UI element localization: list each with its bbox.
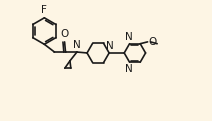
Text: N: N	[125, 32, 132, 42]
Text: N: N	[125, 64, 132, 74]
Text: N: N	[106, 41, 114, 51]
Text: O: O	[60, 29, 69, 39]
Text: N: N	[73, 40, 81, 50]
Text: O: O	[148, 37, 157, 47]
Text: F: F	[41, 5, 47, 15]
